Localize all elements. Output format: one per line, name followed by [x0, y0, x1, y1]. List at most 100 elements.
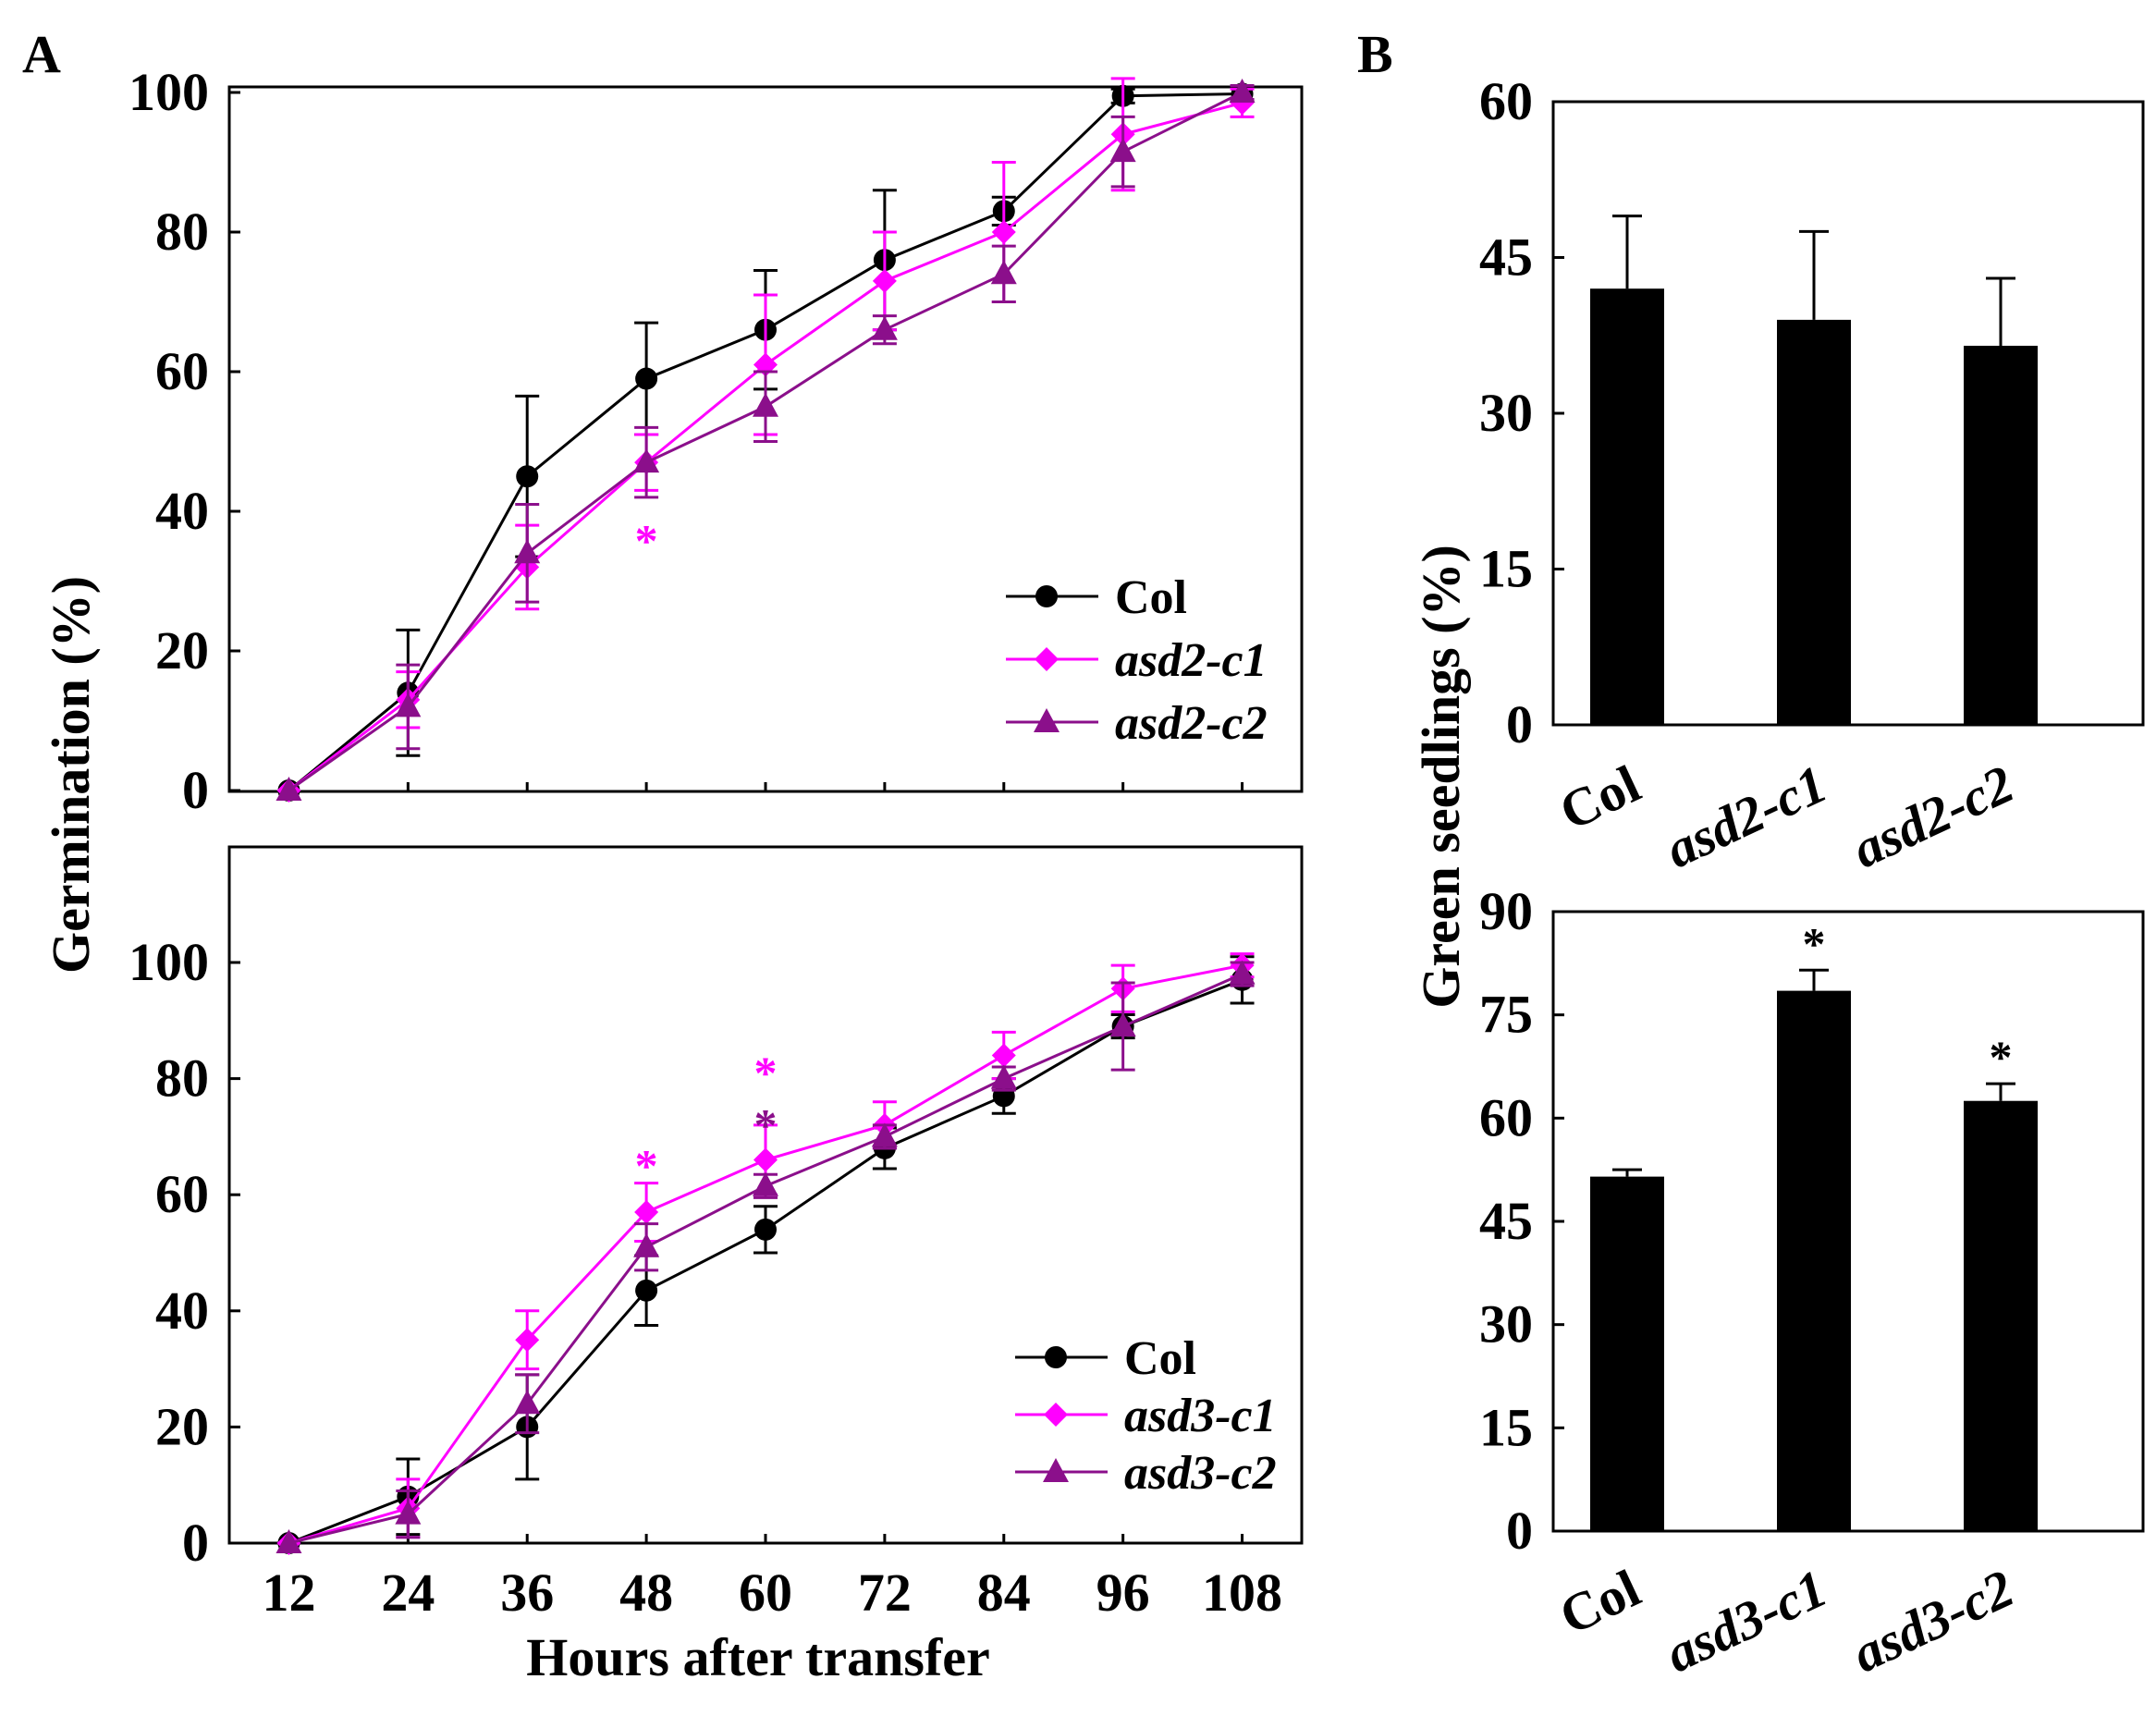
data-point [1109, 138, 1136, 163]
data-point [990, 1064, 1017, 1089]
y-tick-label: 30 [1479, 1294, 1533, 1354]
data-point [276, 777, 302, 801]
significance-star: * [635, 515, 658, 567]
data-point [635, 1279, 658, 1302]
data-point [635, 367, 658, 390]
data-point [633, 1232, 660, 1257]
data-point [1229, 960, 1256, 985]
x-tick-label: 36 [500, 1563, 554, 1623]
x-category-label: asd3-c2 [1844, 1558, 2023, 1685]
legend: Col asd2-c1 asd2-c2 [1006, 571, 1268, 750]
germination-chart-asd2: 0 20 40 60 80 100 * Col asd2-c1 asd2-c2 [129, 62, 1304, 820]
series-line [288, 101, 1243, 792]
y-tick-label: 40 [155, 1281, 209, 1341]
legend-marker [1045, 1346, 1067, 1368]
legend-marker [1034, 708, 1060, 732]
significance-star: * [1803, 917, 1826, 969]
bar-asd3-c1 [1777, 990, 1851, 1531]
data-point [872, 268, 897, 293]
x-category-label: asd3-c1 [1657, 1558, 1836, 1685]
y-tick-label: 80 [155, 202, 209, 262]
x-tick-label: 48 [619, 1563, 673, 1623]
legend-label: Col [1115, 571, 1187, 624]
y-tick-label: 20 [155, 620, 209, 680]
y-tick-label: 0 [182, 760, 209, 820]
x-tick-label: 24 [381, 1563, 435, 1623]
series-asd3-c2 [276, 960, 1256, 1553]
x-tick-label: 60 [739, 1563, 792, 1623]
hours-axis-title: Hours after transfer [526, 1627, 989, 1687]
data-point [276, 1529, 302, 1553]
data-point [871, 315, 898, 340]
y-tick-label: 40 [155, 481, 209, 541]
legend-label: asd3-c1 [1124, 1390, 1277, 1442]
y-tick-label: 45 [1479, 1191, 1533, 1251]
x-category-label: Col [1550, 754, 1648, 842]
y-tick-label: 80 [155, 1048, 209, 1109]
x-tick-label: 72 [858, 1563, 912, 1623]
bar-col [1590, 1176, 1664, 1531]
data-point [1109, 1012, 1136, 1037]
significance-star: * [1990, 1031, 2013, 1083]
significance-star: * [635, 1139, 658, 1191]
bar-asd2-c2 [1964, 345, 2038, 725]
x-tick-label: 108 [1202, 1563, 1282, 1623]
y-tick-label: 20 [155, 1396, 209, 1456]
y-tick-label: 60 [155, 341, 209, 401]
panel-b-letter: B [1357, 24, 1393, 84]
x-tick-label: 96 [1096, 1563, 1150, 1623]
y-tick-label: 60 [155, 1164, 209, 1224]
y-tick-label: 0 [1506, 694, 1533, 754]
data-point [633, 448, 660, 473]
legend-marker [1043, 1458, 1069, 1482]
data-point [991, 1043, 1016, 1068]
data-point [754, 1218, 777, 1241]
y-tick-label: 15 [1479, 1397, 1533, 1457]
data-point [516, 465, 539, 488]
data-point [990, 260, 1017, 285]
legend-marker [1035, 585, 1058, 607]
data-point [514, 539, 541, 564]
legend-marker [1035, 647, 1059, 671]
significance-star: * [754, 1047, 778, 1098]
x-category-label: Col [1550, 1558, 1648, 1647]
x-category-label: asd2-c1 [1657, 754, 1836, 880]
data-point [395, 693, 422, 717]
y-tick-label: 0 [1506, 1501, 1533, 1561]
legend-label: asd2-c1 [1115, 634, 1268, 687]
series-asd3-c1 [276, 952, 1255, 1555]
significance-star: * [754, 1098, 778, 1150]
data-point [515, 1328, 540, 1353]
bar-asd3-c2 [1964, 1100, 2038, 1531]
data-point [753, 1147, 778, 1172]
y-tick-label: 0 [182, 1513, 209, 1573]
legend-label: Col [1124, 1332, 1196, 1385]
bar-asd2-c1 [1777, 319, 1851, 725]
y-tick-label: 60 [1479, 71, 1533, 131]
green-seedlings-axis-title: Green seedlings (%) [1411, 545, 1471, 1009]
x-tick-label: 84 [977, 1563, 1031, 1623]
y-tick-label: 15 [1479, 539, 1533, 599]
y-tick-label: 100 [129, 932, 209, 992]
series-asd2-c2 [276, 79, 1256, 801]
y-tick-label: 75 [1479, 985, 1533, 1045]
data-point [753, 1171, 778, 1196]
data-point [395, 1500, 422, 1525]
data-point [634, 1200, 659, 1225]
legend-label: asd3-c2 [1124, 1447, 1277, 1500]
germination-axis-title: Germination (%) [41, 576, 101, 974]
x-category-label: asd2-c2 [1844, 754, 2023, 880]
legend-marker [1044, 1403, 1068, 1427]
data-point [871, 1122, 898, 1147]
data-point [514, 1390, 541, 1415]
y-tick-label: 90 [1479, 881, 1533, 941]
legend-label: asd2-c2 [1115, 697, 1268, 750]
data-point [1229, 79, 1256, 103]
green-seedlings-chart-asd2: 0 15 30 45 60 Col asd2-c1 asd2-c2 [1479, 71, 2145, 880]
data-point [753, 392, 778, 417]
panel-a-letter: A [22, 24, 61, 84]
data-point [991, 220, 1016, 244]
